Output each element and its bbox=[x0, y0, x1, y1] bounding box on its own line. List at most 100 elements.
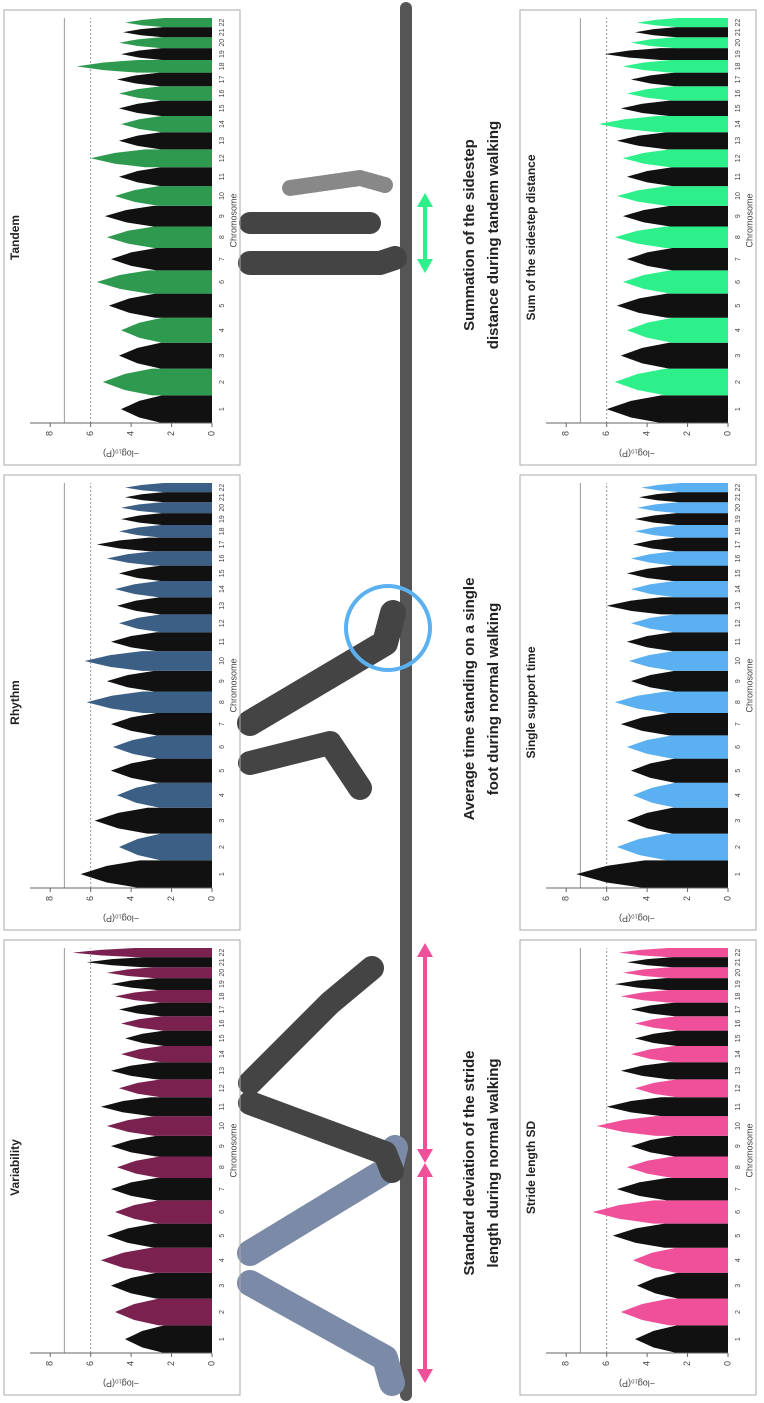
chromosome-signal bbox=[121, 1046, 212, 1063]
panel-title: Rhythm bbox=[8, 680, 22, 725]
x-tick-label: 11 bbox=[219, 173, 226, 180]
chromosome-signal bbox=[630, 551, 728, 566]
panel-title: Tandem bbox=[8, 215, 22, 260]
panel-frame bbox=[3, 939, 241, 1396]
x-tick-label: 1 bbox=[735, 407, 742, 411]
x-tick-label: 14 bbox=[219, 1050, 226, 1058]
description: Average time standing on a single bbox=[461, 578, 478, 821]
y-tick-label: 4 bbox=[641, 431, 651, 436]
chromosome-signal bbox=[125, 1325, 212, 1353]
chromosome-signal bbox=[114, 989, 212, 1003]
chromosome-signal bbox=[121, 1016, 212, 1031]
x-tick-label: 16 bbox=[735, 554, 742, 562]
x-tick-label: 18 bbox=[219, 527, 226, 535]
chromosome-signal bbox=[121, 395, 212, 423]
chromosome-signal bbox=[630, 37, 728, 49]
chromosome-signal bbox=[110, 1062, 212, 1080]
chromosome-signal bbox=[632, 1247, 728, 1273]
x-tick-label: 2 bbox=[219, 380, 226, 384]
chromosome-signal bbox=[616, 132, 728, 150]
chromosome-signal bbox=[108, 293, 212, 318]
x-tick-label: 13 bbox=[219, 137, 226, 145]
y-tick-label: 4 bbox=[641, 1361, 651, 1366]
x-tick-label: 20 bbox=[219, 969, 226, 977]
y-tick-label: 2 bbox=[682, 1361, 692, 1366]
chromosome-signal bbox=[106, 226, 212, 248]
chromosome-signal bbox=[86, 957, 212, 968]
x-tick-label: 21 bbox=[219, 28, 226, 36]
chromosome-signal bbox=[110, 712, 212, 736]
chromosome-signal bbox=[110, 758, 212, 783]
chromosome-signal bbox=[96, 537, 212, 552]
chromosome-signal bbox=[576, 860, 728, 888]
chromosome-signal bbox=[626, 735, 728, 759]
x-tick-label: 6 bbox=[219, 1210, 226, 1214]
chromosome-signal bbox=[86, 691, 212, 713]
x-tick-label: 3 bbox=[735, 354, 742, 358]
chromosome-signal bbox=[626, 1156, 728, 1178]
y-tick-label: 4 bbox=[125, 1361, 135, 1366]
x-tick-label: 10 bbox=[219, 1122, 226, 1130]
chromosome-signal bbox=[125, 492, 212, 503]
chromosome-signal bbox=[106, 670, 212, 692]
chromosome-signal bbox=[637, 502, 728, 514]
y-tick-label: 8 bbox=[561, 431, 571, 436]
x-tick-label: 17 bbox=[735, 540, 742, 548]
y-tick-label: 0 bbox=[722, 1361, 732, 1366]
x-tick-label: 19 bbox=[735, 50, 742, 58]
chromosome-signal bbox=[630, 758, 728, 783]
x-tick-label: 19 bbox=[219, 515, 226, 523]
chromosome-signal bbox=[90, 149, 212, 168]
x-tick-label: 8 bbox=[219, 700, 226, 704]
x-tick-label: 14 bbox=[219, 120, 226, 128]
x-tick-label: 8 bbox=[219, 1165, 226, 1169]
chromosome-signal bbox=[626, 86, 728, 101]
chromosome-signal bbox=[614, 691, 728, 713]
x-axis-label: Chromosome bbox=[744, 658, 754, 712]
x-tick-label: 8 bbox=[219, 235, 226, 239]
chromosome-signal bbox=[106, 967, 212, 979]
y-tick-label: 0 bbox=[722, 431, 732, 436]
y-tick-label: 8 bbox=[45, 431, 55, 436]
chromosome-signal bbox=[121, 116, 212, 133]
x-tick-label: 7 bbox=[735, 1187, 742, 1191]
y-tick-label: 2 bbox=[166, 1361, 176, 1366]
chromosome-signal bbox=[106, 551, 212, 566]
x-tick-label: 2 bbox=[735, 380, 742, 384]
x-tick-label: 2 bbox=[219, 845, 226, 849]
chromosome-signal bbox=[112, 735, 212, 759]
chromosome-signal bbox=[634, 27, 728, 38]
x-tick-label: 22 bbox=[735, 484, 742, 492]
x-tick-label: 7 bbox=[219, 722, 226, 726]
x-tick-label: 22 bbox=[219, 484, 226, 492]
x-tick-label: 2 bbox=[219, 1310, 226, 1314]
x-tick-label: 13 bbox=[735, 137, 742, 145]
x-tick-label: 19 bbox=[219, 980, 226, 988]
chromosome-signal bbox=[616, 833, 728, 861]
x-tick-label: 5 bbox=[735, 1234, 742, 1238]
floor bbox=[400, 2, 412, 1401]
x-tick-label: 11 bbox=[219, 638, 226, 645]
x-tick-label: 16 bbox=[219, 554, 226, 562]
description: Standard deviation of the stride bbox=[461, 1050, 478, 1275]
chromosome-signal bbox=[116, 1156, 212, 1178]
panel-frame bbox=[3, 9, 241, 466]
chromosome-signal bbox=[620, 712, 728, 736]
chromosome-signal bbox=[618, 948, 728, 958]
chromosome-signal bbox=[100, 1097, 212, 1117]
chromosome-signal bbox=[628, 651, 728, 671]
description: Summation of the sidestep bbox=[461, 139, 478, 331]
y-tick-label: 4 bbox=[125, 431, 135, 436]
x-tick-label: 9 bbox=[219, 214, 226, 218]
x-tick-label: 3 bbox=[219, 1284, 226, 1288]
x-tick-label: 20 bbox=[219, 504, 226, 512]
y-tick-label: 4 bbox=[641, 896, 651, 901]
y-tick-label: 2 bbox=[166, 896, 176, 901]
y-axis-label: −log₁₀(P) bbox=[619, 449, 655, 459]
x-tick-label: 17 bbox=[219, 540, 226, 548]
x-tick-label: 22 bbox=[735, 949, 742, 957]
x-tick-label: 2 bbox=[735, 845, 742, 849]
x-tick-label: 18 bbox=[735, 527, 742, 535]
x-tick-label: 10 bbox=[735, 192, 742, 200]
x-tick-label: 21 bbox=[735, 493, 742, 501]
